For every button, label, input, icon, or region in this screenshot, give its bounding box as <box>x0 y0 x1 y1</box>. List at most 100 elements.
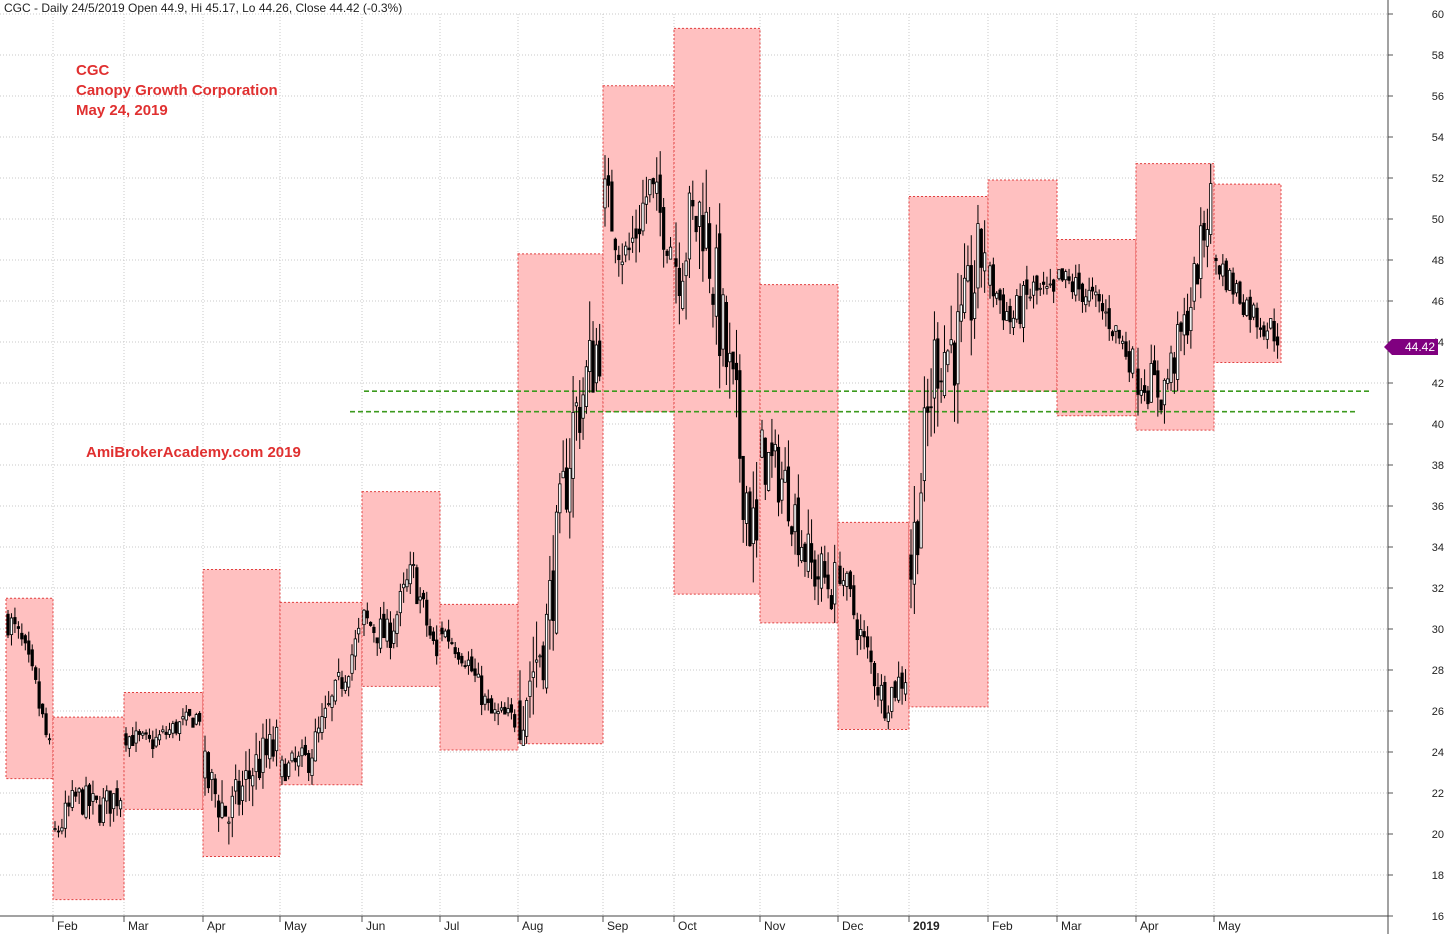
candle-body <box>755 499 759 541</box>
candle-body <box>554 511 559 634</box>
candle-body <box>320 716 324 733</box>
x-tick-label: Mar <box>1061 919 1082 933</box>
candle-body <box>392 630 396 644</box>
candle-body <box>952 342 957 386</box>
candle-body <box>806 533 810 572</box>
candle-body <box>388 622 393 648</box>
candle-body <box>714 247 718 317</box>
candle-body <box>1176 324 1180 380</box>
candle-body <box>268 734 272 760</box>
candle-body <box>734 362 739 381</box>
candle-body <box>513 714 517 728</box>
candle-body <box>198 712 202 722</box>
candle-body <box>63 802 67 829</box>
candle-body <box>588 339 592 372</box>
candle-body <box>405 579 409 588</box>
candle-body <box>1107 308 1111 330</box>
candle-body <box>1121 340 1125 344</box>
candle-body <box>274 726 279 752</box>
candle-body <box>1245 299 1249 316</box>
candle-body <box>30 649 34 667</box>
candle-body <box>916 521 920 556</box>
candle-body <box>509 704 513 713</box>
candle-body <box>983 252 987 272</box>
candle-body <box>375 637 379 644</box>
candle-body <box>578 406 582 433</box>
candle-body <box>558 483 562 514</box>
candle-body <box>1146 390 1150 405</box>
candle-body <box>450 642 454 645</box>
candle-body <box>460 655 464 664</box>
candle-body <box>1131 348 1135 374</box>
candle-body <box>213 778 217 795</box>
candle-body <box>1028 296 1032 299</box>
candle-body <box>813 559 817 587</box>
candle-body <box>721 294 725 350</box>
candle-body <box>1011 317 1016 328</box>
candle-body <box>823 561 827 578</box>
candle-body <box>287 762 291 777</box>
candle-body <box>20 632 24 640</box>
candle-body <box>378 618 383 649</box>
candle-body <box>909 554 913 580</box>
y-tick-label: 32 <box>1432 583 1444 595</box>
candle-body <box>535 659 539 663</box>
candle-body <box>603 178 607 209</box>
candle-body <box>1205 229 1209 247</box>
candle-body <box>998 289 1002 301</box>
candle-body <box>1080 283 1085 302</box>
candle-body <box>167 729 172 735</box>
candle-body <box>447 629 451 642</box>
candle-body <box>770 442 774 457</box>
candle-body <box>668 246 673 260</box>
candle-body <box>1156 370 1160 398</box>
candle-body <box>1209 183 1213 235</box>
watermark: AmiBrokerAcademy.com 2019 <box>86 444 301 461</box>
candle-body <box>194 714 198 725</box>
candle-body <box>435 639 439 657</box>
x-tick-label: May <box>1218 919 1241 933</box>
candle-body <box>741 455 745 520</box>
candle-body <box>584 366 589 407</box>
candle-body <box>1143 385 1147 393</box>
candle-body <box>819 553 824 589</box>
candle-body <box>330 695 334 708</box>
candle-body <box>147 734 152 739</box>
candle-body <box>188 708 192 716</box>
candle-body <box>357 627 361 635</box>
candle-body <box>790 526 794 535</box>
candle-body <box>1090 286 1095 292</box>
y-tick-label: 56 <box>1432 91 1444 103</box>
candle-body <box>962 277 967 313</box>
candle-body <box>644 196 649 205</box>
candle-body <box>841 580 846 586</box>
candle-body <box>486 698 490 704</box>
candle-body <box>708 223 712 279</box>
candle-body <box>738 370 742 459</box>
candle-body <box>251 775 255 787</box>
candle-body <box>701 215 705 252</box>
candle-body <box>1241 302 1245 315</box>
candle-body <box>1015 295 1019 320</box>
candle-body <box>1025 279 1029 295</box>
candle-body <box>966 265 970 282</box>
month-range-box <box>361 491 441 687</box>
candle-body <box>271 739 275 757</box>
candle-body <box>234 779 238 792</box>
candle-body <box>499 707 504 711</box>
candle-body <box>203 750 207 779</box>
candle-body <box>946 350 950 366</box>
candle-body <box>1074 277 1078 296</box>
candle-body <box>1275 336 1280 346</box>
candle-body <box>594 344 598 384</box>
y-tick-label: 46 <box>1432 296 1444 308</box>
y-tick-label: 40 <box>1432 419 1444 431</box>
y-tick-label: 42 <box>1432 378 1444 390</box>
candle-body <box>1110 331 1115 337</box>
candle-body <box>826 574 830 590</box>
candle-body <box>137 731 141 735</box>
candle-body <box>624 245 628 256</box>
candle-body <box>1238 281 1242 304</box>
candle-body <box>1117 329 1121 339</box>
candle-body <box>418 596 422 601</box>
